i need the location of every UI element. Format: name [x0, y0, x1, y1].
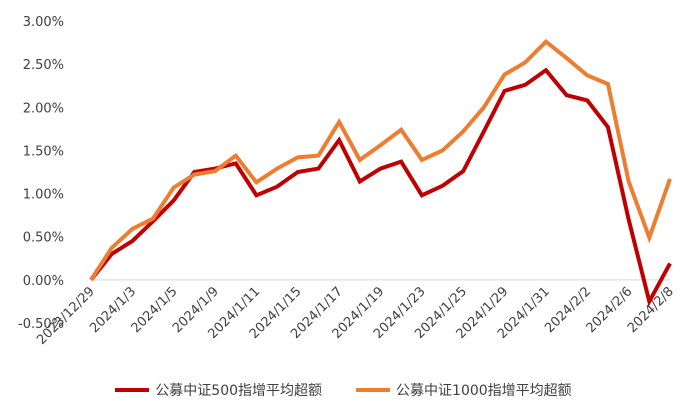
x-axis-ticks: 2023/12/292024/1/32024/1/52024/1/92024/1… [34, 284, 677, 348]
x-tick-label: 2024/2/8 [625, 284, 677, 336]
y-tick-label: 0.50% [23, 231, 64, 246]
y-axis-ticks: -0.50% 0.00% 0.50% 1.00% 1.50% 2.00% 2.50% 3.00… [18, 15, 64, 332]
y-tick-label: 2.50% [23, 58, 64, 73]
legend-item-series-2: 公募中证1000指增平均超额 [356, 380, 572, 400]
legend-swatch-series-1 [115, 388, 150, 392]
y-tick-label: -0.50% [18, 317, 64, 332]
y-tick-label: 3.00% [23, 15, 64, 30]
legend-swatch-series-2 [356, 388, 391, 392]
y-tick-label: 1.00% [23, 188, 64, 203]
series-layer [89, 39, 672, 307]
legend-item-series-1: 公募中证500指增平均超额 [115, 380, 322, 400]
y-tick-label: 1.50% [23, 144, 64, 159]
y-tick-label: 0.00% [23, 274, 64, 289]
y-tick-label: 2.00% [23, 101, 64, 116]
series-line-1 [89, 67, 672, 307]
legend-label-series-2: 公募中证1000指增平均超额 [396, 383, 572, 399]
series-line-2 [89, 39, 672, 281]
legend: 公募中证500指增平均超额 公募中证1000指增平均超额 [0, 376, 687, 404]
legend-label-series-1: 公募中证500指增平均超额 [155, 383, 323, 399]
